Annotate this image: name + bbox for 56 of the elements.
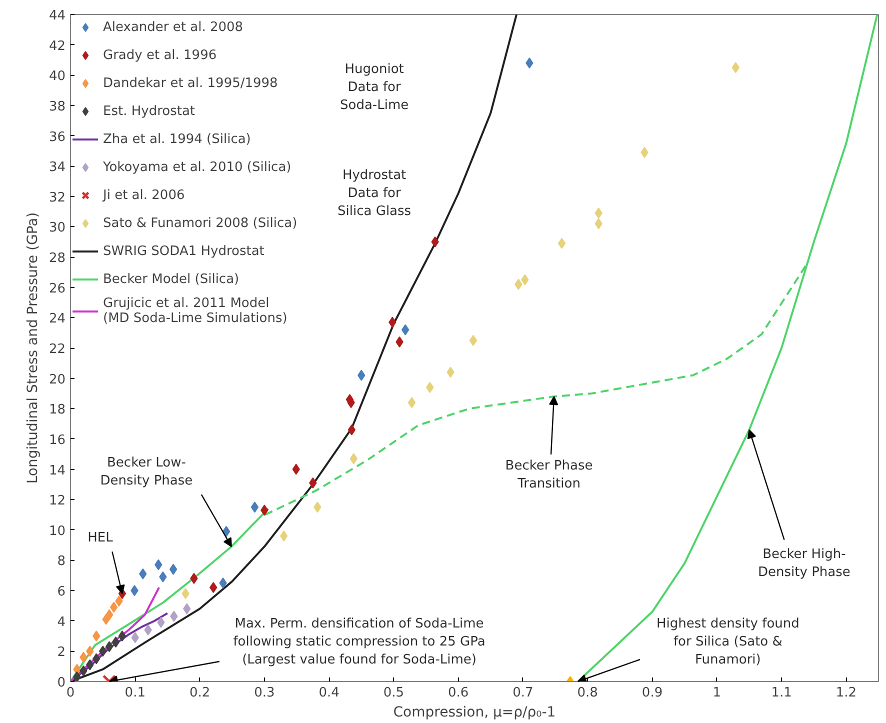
x-tick-label: 0.7 (512, 686, 534, 700)
x-tick-label: 1.2 (836, 686, 857, 700)
y-axis-title: Longitudinal Stress and Pressure (GPa) (24, 212, 41, 484)
y-tick-label: 0 (57, 676, 66, 690)
y-tick-label: 20 (48, 372, 66, 388)
y-tick-label: 10 (48, 524, 66, 539)
x-tick-label: 0.8 (577, 686, 598, 700)
annotation: Max. Perm. densification of Soda-Lime following static compression to 25 GPa (Largest value found for Soda-Lime) (233, 616, 486, 668)
y-tick-label: 6 (57, 584, 66, 600)
legend-label: Dandekar et al. 1995/1998 (103, 74, 278, 92)
legend-label: Sato & Funamori 2008 (Silica) (103, 214, 298, 232)
legend-label: Est. Hydrostat (103, 102, 196, 120)
legend-label: Becker Model (Silica) (103, 270, 240, 288)
legend-label: Grady et al. 1996 (103, 46, 217, 64)
y-tick-label: 16 (48, 432, 66, 448)
y-tick-label: 18 (48, 402, 66, 418)
y-tick-label: 42 (48, 38, 66, 54)
x-tick-label: 1.1 (771, 686, 792, 700)
legend-label: Ji et al. 2006 (103, 186, 185, 204)
y-tick-label: 24 (48, 312, 66, 327)
x-tick-label: 0.6 (448, 686, 469, 700)
annotation: Hugoniot Data for Soda-Lime (340, 62, 409, 113)
annotation: Becker Low- Density Phase (100, 456, 193, 489)
y-tick-label: 36 (48, 130, 66, 145)
annotation: Highest density found for Silica (Sato & Funamori) (656, 616, 800, 668)
y-tick-label: 22 (48, 342, 66, 357)
y-tick-label: 12 (48, 494, 66, 509)
x-tick-label: 0.3 (254, 686, 275, 700)
y-tick-label: 14 (48, 463, 66, 478)
legend-label: Alexander et al. 2008 (103, 18, 244, 36)
y-tick-label: 34 (48, 160, 66, 176)
y-tick-label: 28 (48, 251, 66, 266)
legend-label: Zha et al. 1994 (Silica) (103, 130, 251, 148)
x-tick-label: 0.4 (318, 686, 340, 700)
y-tick-label: 38 (48, 99, 66, 114)
legend-label: Grujicic et al. 2011 Model (MD Soda-Lime Simulations) (103, 296, 288, 326)
annotation: Becker Phase Transition (505, 458, 593, 492)
y-tick-label: 32 (48, 190, 66, 206)
y-tick-label: 30 (48, 220, 66, 236)
y-tick-label: 26 (48, 281, 66, 296)
x-tick-label: 0.9 (642, 686, 663, 700)
y-tick-label: 40 (48, 69, 66, 84)
annotation: Becker High- Density Phase (758, 546, 850, 580)
legend-label: SWRIG SODA1 Hydrostat (103, 242, 264, 260)
y-tick-label: 8 (57, 554, 66, 570)
annotation: HEL (88, 530, 114, 546)
x-tick-label: 0.1 (124, 686, 146, 700)
y-tick-label: 2 (57, 645, 66, 660)
y-tick-label: 44 (48, 8, 66, 24)
x-tick-label: 0.5 (383, 686, 404, 700)
legend-label: Yokoyama et al. 2010 (Silica) (103, 158, 292, 176)
x-axis-title: Compression, μ=ρ/ρ₀-1 (393, 704, 556, 720)
y-tick-label: 4 (57, 614, 66, 630)
x-tick-label: 1 (712, 686, 722, 700)
annotation: Hydrostat Data for Silica Glass (338, 168, 412, 219)
x-tick-label: 0.2 (189, 686, 210, 700)
